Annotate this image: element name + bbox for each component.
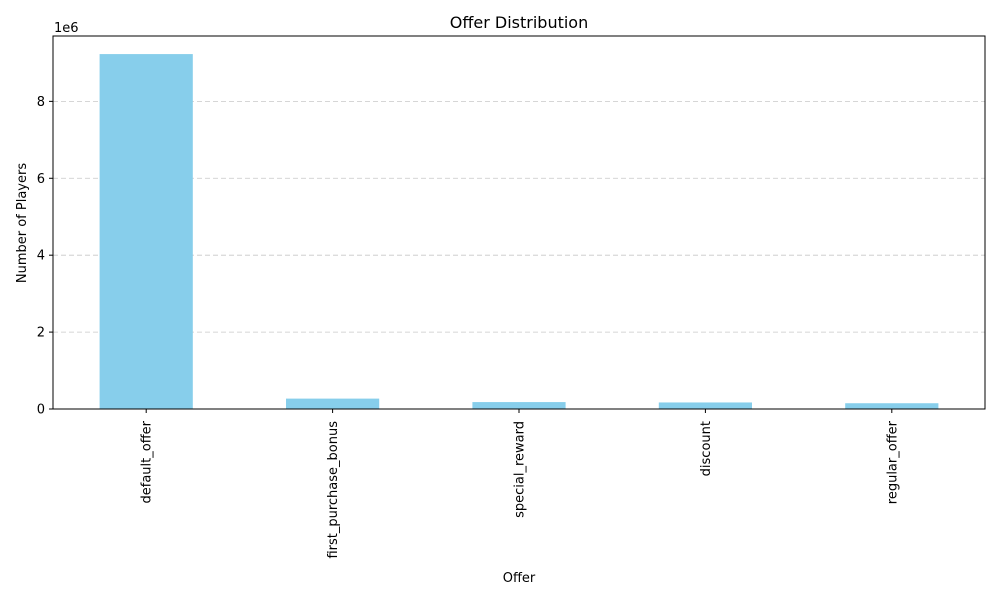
- chart-title: Offer Distribution: [450, 13, 588, 32]
- y-axis-ticks: 0 2 4 6 8: [37, 95, 53, 418]
- bars: [99, 54, 939, 410]
- x-tick-label: default_offer: [140, 420, 155, 503]
- y-tick-label: 0: [37, 403, 45, 418]
- x-axis-ticks: default_offer first_purchase_bonus special…: [140, 409, 900, 559]
- bar: [286, 398, 380, 409]
- grid-lines: [53, 100, 985, 410]
- y-tick-label: 6: [37, 172, 45, 187]
- x-axis-label: Offer: [503, 571, 536, 586]
- x-tick-label: regular_offer: [885, 420, 900, 504]
- y-tick-label: 4: [37, 249, 45, 264]
- y-offset-text: 1e6: [54, 21, 79, 36]
- x-tick-label: special_reward: [513, 421, 528, 518]
- y-axis-label: Number of Players: [15, 163, 30, 283]
- x-tick-label: discount: [699, 421, 714, 476]
- y-tick-label: 2: [37, 326, 45, 341]
- bar: [658, 402, 752, 409]
- bar: [99, 54, 193, 410]
- bar: [472, 402, 566, 409]
- bar: [845, 403, 939, 409]
- y-tick-label: 8: [37, 95, 45, 110]
- plot-frame: [52, 35, 986, 410]
- x-tick-label: first_purchase_bonus: [326, 421, 341, 559]
